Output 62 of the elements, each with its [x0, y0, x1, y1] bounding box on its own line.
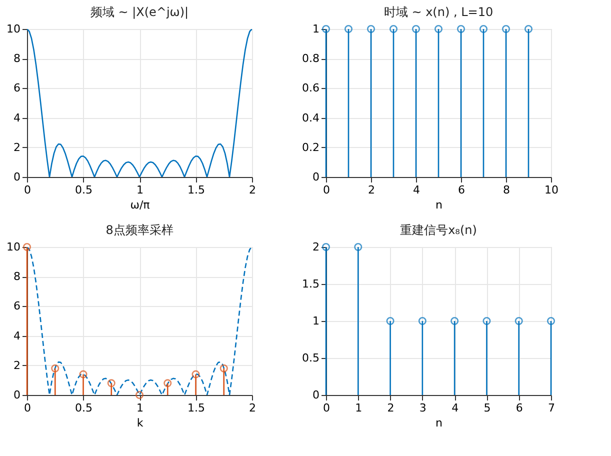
x-tick-label: 0: [24, 402, 31, 414]
y-tick-label: 0.6: [302, 82, 320, 95]
x-tick-label: 8: [503, 184, 510, 196]
x-axis-title: ω/π: [130, 198, 150, 212]
y-tick-label: 0: [14, 170, 20, 184]
x-tick-label: 0: [323, 184, 330, 196]
point: [220, 364, 228, 372]
x-tick-label: 2: [249, 184, 256, 196]
x-axis-title: k: [136, 416, 144, 430]
x-tick-label: 6: [458, 184, 465, 196]
x-tick-label: 1.5: [188, 184, 205, 196]
y-tick-label: 10: [6, 22, 20, 36]
x-axis-title: n: [436, 198, 443, 212]
chart-title: 时域 ~ x(n) , L=10: [384, 5, 494, 19]
y-tick-label: 0: [312, 170, 320, 184]
y-tick-label: 10: [6, 240, 20, 254]
x-tick-label: 3: [419, 402, 426, 414]
x-tick-label: 2: [387, 402, 394, 414]
x-tick-label: 0: [323, 402, 330, 414]
y-tick-label: 0.4: [302, 111, 320, 124]
y-tick-label: 8: [14, 52, 20, 66]
chart-title: 频域 ~ |X(e^jω)|: [90, 5, 189, 19]
y-tick-label: 0: [312, 388, 320, 402]
x-tick-label: 0.5: [75, 402, 92, 414]
x-tick-label: 7: [548, 402, 555, 414]
y-tick-label: 0.2: [302, 140, 320, 154]
x-tick-label: 0: [24, 184, 31, 196]
y-tick-label: 2: [14, 140, 20, 154]
y-tick-label: 0: [14, 388, 20, 402]
y-tick-label: 4: [14, 111, 20, 124]
x-tick-label: 1.5: [188, 402, 205, 414]
x-tick-label: 6: [516, 402, 523, 414]
x-tick-label: 2: [249, 402, 256, 414]
y-tick-label: 6: [14, 300, 20, 313]
x-axis-title: n: [436, 416, 443, 430]
y-tick-label: 2: [14, 358, 20, 372]
point: [107, 379, 116, 388]
x-tick-label: 10: [544, 184, 558, 196]
y-tick-label: 2: [312, 240, 320, 254]
x-tick-label: 5: [484, 402, 491, 414]
y-tick-label: 1.5: [302, 278, 320, 290]
x-tick-label: 1: [136, 402, 144, 414]
point: [164, 379, 172, 388]
y-tick-label: 0.8: [302, 52, 320, 66]
x-tick-label: 0.5: [75, 184, 92, 196]
y-tick-label: 0.5: [302, 352, 320, 364]
x-tick-label: 4: [452, 402, 459, 414]
chart-title: 重建信号x₈(n): [400, 223, 477, 237]
point: [79, 370, 88, 378]
y-tick-label: 1: [312, 314, 320, 328]
y-tick-label: 4: [14, 329, 20, 342]
point: [192, 370, 200, 378]
x-tick-label: 2: [368, 184, 375, 196]
x-tick-label: 4: [413, 184, 420, 196]
point: [51, 364, 60, 372]
y-tick-label: 8: [14, 270, 20, 284]
y-tick-label: 6: [14, 82, 20, 95]
y-tick-label: 1: [312, 22, 320, 36]
x-tick-label: 1: [136, 184, 144, 196]
x-tick-label: 1: [355, 402, 362, 414]
chart-title: 8点频率采样: [106, 223, 174, 237]
point: [135, 391, 144, 399]
